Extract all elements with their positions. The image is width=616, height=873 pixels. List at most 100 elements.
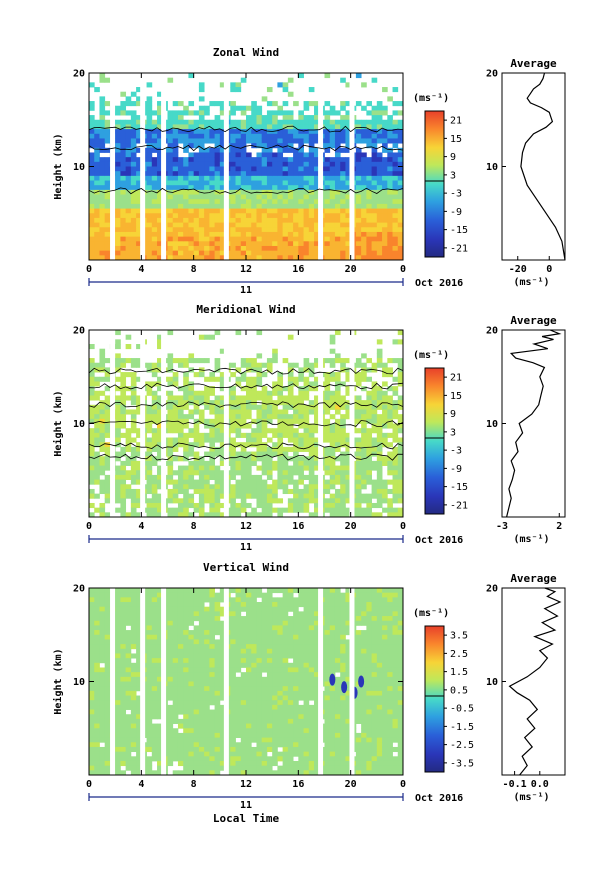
heatmap-cell (99, 667, 106, 673)
heatmap-cell (334, 185, 341, 191)
heatmap-cell (256, 143, 263, 149)
heatmap-cell (151, 737, 158, 743)
heatmap-cell (235, 217, 242, 223)
heatmap-cell (256, 241, 263, 247)
heatmap-cell (251, 770, 257, 776)
heatmap-cell (157, 185, 163, 191)
heatmap-cell (329, 194, 336, 200)
heatmap-cell (272, 404, 278, 410)
heatmap-cell (172, 456, 179, 462)
heatmap-cell (136, 161, 142, 167)
heatmap-cell (167, 742, 174, 748)
heatmap-cell (193, 770, 200, 776)
heatmap-cell (329, 502, 336, 509)
heatmap-cell (397, 175, 404, 181)
heatmap-cell (120, 460, 127, 466)
heatmap-cell (355, 138, 362, 144)
heatmap-cell (130, 756, 137, 762)
heatmap-cell (246, 236, 252, 242)
heatmap-cell (256, 606, 263, 612)
heatmap-cell (120, 180, 127, 186)
heatmap-cell (204, 597, 210, 603)
heatmap-cell (361, 180, 367, 186)
heatmap-cell (209, 203, 215, 209)
heatmap-cell (204, 512, 210, 518)
heatmap-cell (246, 245, 252, 252)
heatmap-cell (256, 105, 263, 111)
heatmap-cell (193, 479, 200, 485)
heatmap-cell (240, 639, 247, 645)
heatmap-cell (287, 428, 294, 434)
heatmap-cell (230, 208, 236, 214)
heatmap-cell (256, 686, 263, 692)
heatmap-cell (387, 456, 393, 462)
heatmap-cell (151, 119, 158, 125)
heatmap-cell (172, 101, 179, 107)
heatmap-cell (235, 760, 242, 767)
heatmap-cell (115, 770, 121, 776)
heatmap-cell (392, 512, 399, 518)
heatmap-cell (392, 470, 399, 476)
heatmap-cell (120, 672, 127, 678)
heatmap-cell (230, 737, 236, 743)
heatmap-cell (125, 681, 132, 687)
heatmap-cell (256, 222, 263, 228)
heatmap-cell (387, 180, 393, 186)
heatmap-cell (193, 606, 200, 612)
heatmap-cell (151, 709, 158, 715)
contour-line (88, 401, 404, 409)
heatmap-cell (104, 250, 111, 256)
heatmap-cell (361, 245, 367, 252)
heatmap-cell (261, 133, 268, 139)
heatmap-cell (334, 409, 341, 415)
heatmap-cell (193, 723, 200, 729)
heatmap-cell (235, 414, 242, 420)
heatmap-cell (334, 189, 341, 195)
heatmap-cell (219, 124, 226, 130)
heatmap-cell (329, 222, 336, 228)
heatmap-cell (125, 700, 132, 706)
heatmap-cell (130, 390, 137, 396)
heatmap-cell (130, 765, 137, 771)
heatmap-cell (146, 709, 153, 715)
heatmap-cell (157, 362, 163, 368)
heatmap-cell (104, 446, 111, 452)
heatmap-cell (130, 161, 137, 167)
heatmap-cell (382, 147, 388, 153)
heatmap-cell (334, 241, 341, 247)
heatmap-cell (188, 616, 195, 622)
heatmap-cell (146, 138, 153, 144)
heatmap-cell (183, 241, 189, 247)
heatmap-cell (308, 133, 315, 139)
heatmap-cell (193, 751, 200, 757)
heatmap-cell (94, 611, 100, 617)
heatmap-cell (308, 161, 315, 167)
heatmap-cell (209, 245, 215, 252)
heatmap-cell (392, 255, 399, 261)
heatmap-cell (193, 700, 200, 706)
heatmap-cell (120, 432, 127, 438)
heatmap-cell (240, 695, 247, 701)
heatmap-cell (345, 358, 352, 364)
heatmap-cell (177, 386, 184, 392)
heatmap-cell (89, 82, 95, 88)
heatmap-cell (235, 175, 242, 181)
heatmap-cell (235, 203, 242, 209)
heatmap-cell (397, 423, 404, 429)
heatmap-cell (251, 245, 257, 252)
heatmap-cell (324, 390, 331, 396)
heatmap-cell (219, 133, 226, 139)
heatmap-cell (172, 709, 179, 715)
heatmap-cell (104, 376, 111, 382)
heatmap-cell (345, 203, 352, 209)
heatmap-cell (209, 502, 215, 509)
heatmap-cell (314, 241, 320, 247)
heatmap-cell (324, 432, 331, 438)
heatmap-cell (99, 507, 106, 513)
heatmap-cell (115, 255, 121, 261)
heatmap-cell (104, 395, 111, 401)
heatmap-cell (89, 686, 95, 692)
heatmap-cell (94, 432, 100, 438)
heatmap-cell (198, 630, 205, 636)
heatmap-cell (214, 101, 221, 107)
